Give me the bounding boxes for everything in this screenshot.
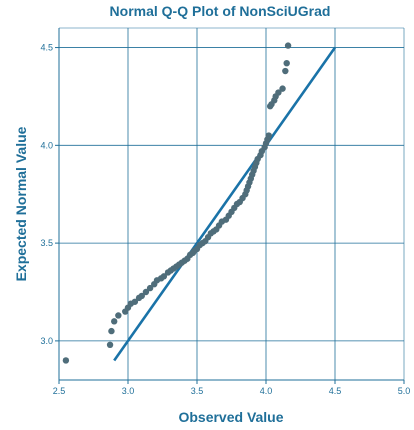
data-point <box>138 292 145 300</box>
data-point <box>142 288 150 296</box>
x-tick-label: 3.5 <box>191 386 204 396</box>
plot-area <box>59 28 404 380</box>
data-point <box>146 284 154 292</box>
data-point <box>111 318 118 325</box>
x-tick-label: 5.0 <box>398 386 411 396</box>
axes <box>55 27 405 384</box>
data-point <box>275 89 282 96</box>
data-point <box>62 357 70 364</box>
x-tick-label: 4.5 <box>329 386 342 396</box>
tick-labels: 2.5 3.0 3.5 4.0 4.5 5.0 3.0 3.5 4.0 4.5 <box>40 43 410 396</box>
data-point <box>283 60 290 67</box>
x-tick-label: 2.5 <box>53 386 66 396</box>
y-tick-label: 3.5 <box>40 238 53 248</box>
data-point <box>108 327 115 335</box>
data-point <box>282 67 289 75</box>
data-point <box>284 42 292 49</box>
x-tick-label: 4.0 <box>260 386 273 396</box>
x-tick-label: 3.0 <box>122 386 135 396</box>
y-tick-label: 3.0 <box>40 336 53 346</box>
reference-line <box>113 46 337 362</box>
y-tick-label: 4.5 <box>40 43 53 53</box>
y-tick-label: 4.0 <box>40 140 53 150</box>
data-point <box>279 85 286 92</box>
data-point <box>160 273 168 280</box>
grid-lines <box>59 28 404 380</box>
data-point <box>131 298 139 305</box>
reference-line-layer <box>113 46 337 362</box>
data-point <box>106 341 114 348</box>
x-axis-title: Observed Value <box>178 409 283 425</box>
chart-title: Normal Q-Q Plot of NonSciUGrad <box>110 3 331 19</box>
data-points <box>62 42 292 364</box>
data-point <box>265 132 272 139</box>
y-axis-title: Expected Normal Value <box>13 126 29 281</box>
data-point <box>115 312 122 319</box>
